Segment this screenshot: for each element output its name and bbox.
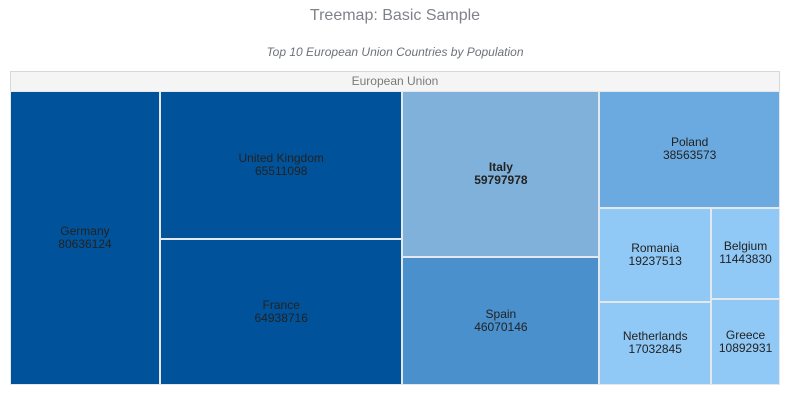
chart-title: Treemap: Basic Sample <box>309 7 481 24</box>
treemap-tile-label: Greece 10892931 <box>718 327 773 355</box>
chart-subtitle: Top 10 European Union Countries by Popul… <box>266 45 524 59</box>
treemap-tile-label: Netherlands 17032845 <box>622 329 688 357</box>
treemap-tile-germany[interactable]: Germany 80636124 <box>10 91 160 385</box>
treemap-area: Germany 80636124 United Kingdom 65511098 F… <box>10 91 780 385</box>
treemap-tile-spain[interactable]: Spain 46070146 <box>402 257 600 385</box>
treemap-tile-label: France 64938716 <box>254 297 308 325</box>
treemap-tile-label: United Kingdom 65511098 <box>238 150 324 178</box>
treemap-tile-label: Italy 59797978 <box>474 160 528 188</box>
treemap-tile-belgium[interactable]: Belgium 11443830 <box>711 207 780 299</box>
treemap-tile-label: Germany 80636124 <box>58 224 112 251</box>
treemap-tile-label: Romania 19237513 <box>628 240 682 268</box>
treemap-root-header[interactable]: European Union <box>10 71 780 92</box>
treemap-tile-romania[interactable]: Romania 19237513 <box>599 207 712 302</box>
treemap-tile-netherlands[interactable]: Netherlands 17032845 <box>599 301 712 385</box>
treemap-tile-italy[interactable]: Italy 59797978 <box>402 91 600 258</box>
treemap-tile-label: Poland 38563573 <box>662 135 717 163</box>
treemap-tile-label: Belgium 11443830 <box>719 239 772 267</box>
treemap-tile-united-kingdom[interactable]: United Kingdom 65511098 <box>159 91 403 239</box>
treemap-tile-greece[interactable]: Greece 10892931 <box>711 298 780 385</box>
treemap-tile-label: Spain 46070146 <box>474 307 528 335</box>
treemap-tile-poland[interactable]: Poland 38563573 <box>599 91 780 208</box>
treemap-tile-france[interactable]: France 64938716 <box>159 238 403 385</box>
